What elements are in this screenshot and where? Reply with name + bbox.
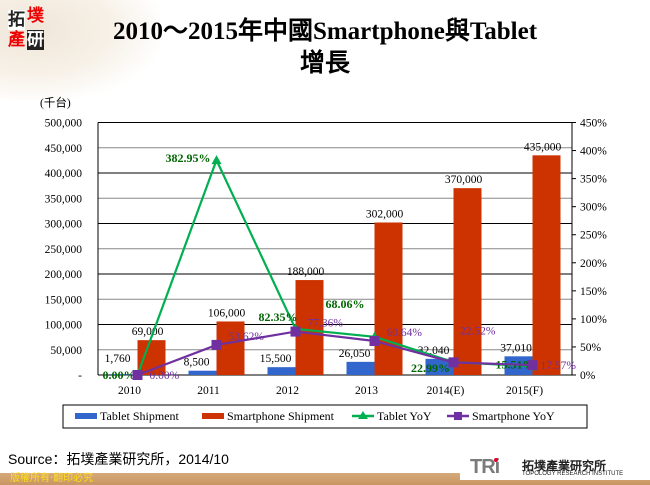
- line-data-label: 60.64%: [387, 327, 423, 339]
- bar-tablet-shipment: [346, 361, 375, 375]
- tri-logo: TRi 拓墣產業研究所 TOPOLOGY RESEARCH INSTITUTE: [460, 456, 650, 480]
- legend-swatch: [202, 413, 224, 419]
- y-tick-label: -: [78, 370, 82, 382]
- bar-tablet-shipment: [188, 370, 217, 375]
- legend-label: Smartphone Shipment: [227, 409, 335, 423]
- smartphone-yoy-marker: [527, 360, 538, 371]
- smartphone-yoy-marker: [369, 335, 380, 346]
- smartphone-yoy-marker: [290, 326, 301, 337]
- title-line-2: 增長: [299, 50, 350, 77]
- line-data-label: 382.95%: [166, 151, 211, 165]
- tri-name-cn: 拓墣產業研究所: [522, 459, 607, 473]
- bar-tablet-shipment: [425, 358, 454, 375]
- smartphone-yoy-marker: [211, 339, 222, 350]
- legend-label: Tablet YoY: [377, 409, 432, 423]
- y2-tick-label: 150%: [580, 286, 607, 298]
- y2-tick-label: 50%: [580, 342, 602, 354]
- bar-data-label: 1,760: [105, 353, 131, 365]
- legend-swatch: [75, 413, 97, 419]
- bar-data-label: 188,000: [287, 266, 325, 278]
- line-data-label: 68.06%: [326, 297, 365, 311]
- y2-tick-label: 200%: [580, 258, 607, 270]
- tri-mark: TRi: [470, 456, 500, 478]
- line-data-label: 53.62%: [229, 331, 265, 343]
- x-tick-label: 2014(E): [427, 385, 465, 397]
- bar-data-label: 106,000: [208, 307, 246, 319]
- legend-marker: [454, 412, 462, 420]
- y2-tick-label: 0%: [580, 370, 596, 382]
- bar-data-label: 370,000: [445, 174, 483, 186]
- legend-marker: [358, 411, 368, 419]
- line-data-label: 0.00%: [103, 368, 136, 382]
- y-tick-label: 350,000: [45, 193, 83, 205]
- x-tick-label: 2011: [197, 385, 220, 397]
- y2-tick-label: 400%: [580, 146, 607, 158]
- logo: 拓 墣 產 研: [8, 6, 44, 50]
- copyright-text: 版權所有‧翻印必究: [10, 473, 94, 484]
- source-note: Source：拓墣產業研究所，2014/10: [8, 451, 229, 467]
- header-background: [0, 0, 160, 100]
- tablet-yoy-marker: [211, 155, 222, 165]
- line-data-label: 22.99%: [411, 361, 450, 375]
- y2-tick-label: 250%: [580, 230, 607, 242]
- y-tick-label: 200,000: [45, 269, 83, 281]
- x-tick-label: 2012: [276, 385, 299, 397]
- x-tick-label: 2010: [118, 385, 141, 397]
- bar-tablet-shipment: [109, 374, 138, 375]
- bar-data-label: 15,500: [260, 353, 292, 365]
- smartphone-yoy-marker: [448, 357, 459, 368]
- smartphone-yoy-marker: [132, 370, 143, 380]
- line-smartphone-yoy: [137, 330, 533, 377]
- title-line-1: 2010～2015年中國Smartphone與Tablet: [112, 18, 538, 45]
- bar-data-label: 302,000: [366, 208, 404, 220]
- y-tick-label: 150,000: [45, 294, 83, 306]
- legend-box: [62, 404, 588, 429]
- bar-data-label: 8,500: [184, 357, 210, 369]
- tri-name-en: TOPOLOGY RESEARCH INSTITUTE: [522, 471, 624, 477]
- y-tick-label: 250,000: [45, 244, 83, 256]
- bar-data-label: 435,000: [524, 141, 562, 153]
- y-tick-label: 450,000: [45, 143, 83, 155]
- y2-tick-label: 450%: [580, 118, 607, 130]
- page-title: 2010～2015年中國Smartphone與Tablet 增長: [60, 16, 590, 80]
- line-data-label: 22.52%: [460, 325, 496, 337]
- bar-data-label: 69,000: [132, 326, 164, 338]
- bar-data-label: 37,010: [500, 342, 532, 354]
- y2-tick-label: 300%: [580, 202, 607, 214]
- bar-smartphone-shipment: [453, 188, 482, 375]
- line-data-label: 17.57%: [541, 360, 577, 372]
- y-axis-label: (千台): [40, 96, 71, 110]
- bar-tablet-shipment: [267, 367, 296, 375]
- line-data-label: 77.36%: [308, 318, 344, 330]
- y-tick-label: 300,000: [45, 219, 83, 231]
- legend-label: Smartphone YoY: [472, 409, 555, 423]
- line-data-label: 0.00%: [150, 370, 180, 382]
- chart: - 50,000 100,000 150,000 200,000 250,000 300,0…: [40, 96, 607, 429]
- legend-label: Tablet Shipment: [100, 409, 179, 423]
- y-tick-label: 50,000: [50, 345, 82, 357]
- y-tick-label: 500,000: [45, 118, 83, 130]
- y2-tick-label: 350%: [580, 174, 607, 186]
- y-tick-label: 400,000: [45, 168, 83, 180]
- y2-tick-label: 100%: [580, 314, 607, 326]
- legend: Tablet Shipment Smartphone Shipment Tablet…: [62, 404, 588, 429]
- x-tick-label: 2013: [355, 385, 378, 397]
- x-tick-label: 2015(F): [506, 385, 543, 397]
- bar-smartphone-shipment: [532, 155, 561, 375]
- bar-smartphone-shipment: [374, 222, 403, 375]
- y-tick-label: 100,000: [45, 320, 83, 332]
- line-data-label: 82.35%: [259, 310, 298, 324]
- bar-data-label: 26,050: [339, 348, 371, 360]
